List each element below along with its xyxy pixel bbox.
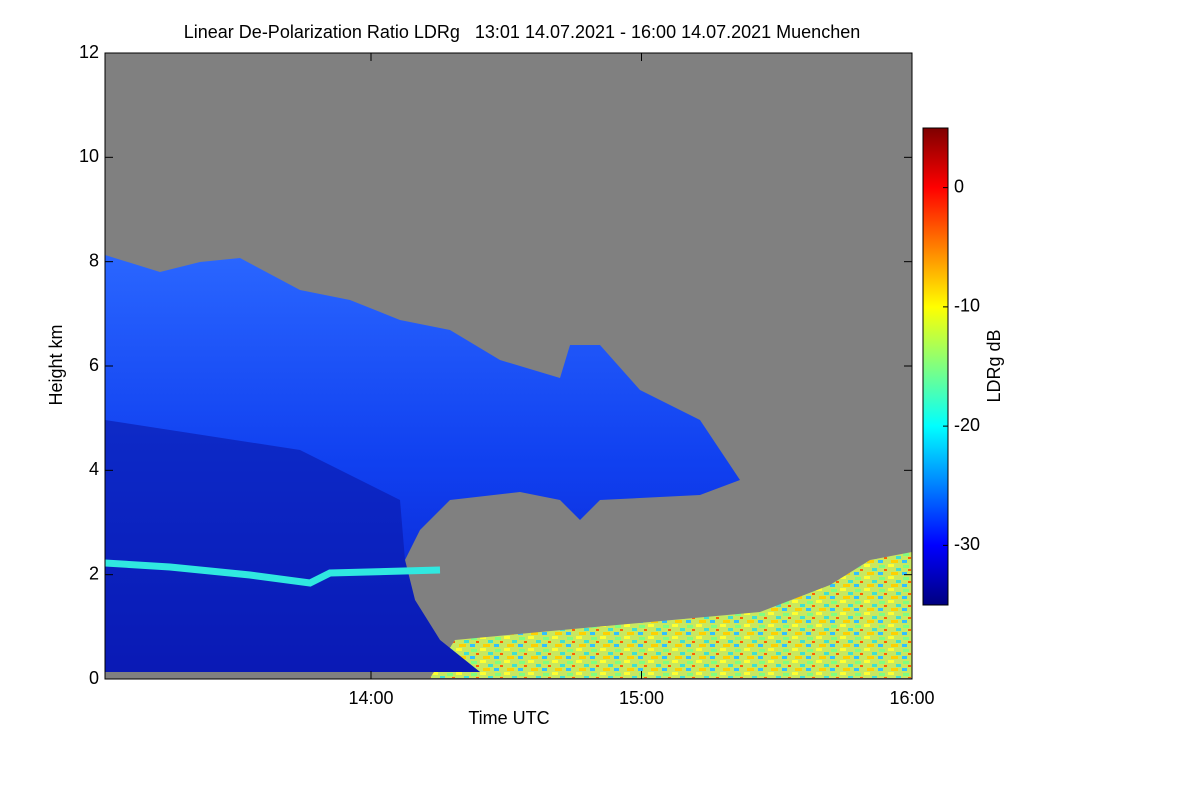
x-axis-label: Time UTC [468,708,549,728]
y-tick-label: 2 [89,563,99,583]
y-tick-label: 0 [89,668,99,688]
colorbar-tick-label: -20 [954,415,980,435]
y-tick-label: 4 [89,459,99,479]
chart-title: Linear De-Polarization Ratio LDRg 13:01 … [184,22,860,42]
y-tick-label: 8 [89,250,99,270]
y-tick-label: 10 [79,146,99,166]
colorbar-tick-label: 0 [954,176,964,196]
x-tick-label: 14:00 [348,688,393,708]
colorbar-tick-label: -10 [954,296,980,316]
x-tick-label: 16:00 [889,688,934,708]
echo-region [104,559,441,587]
lidar-field [104,53,912,679]
y-tick-label: 12 [79,42,99,62]
colorbar-tick-label: -30 [954,534,980,554]
colorbar-label: LDRg dB [984,329,1004,402]
y-tick-label: 6 [89,355,99,375]
echo-region [105,420,480,672]
echo-region [430,552,912,678]
x-tick-label: 15:00 [619,688,664,708]
y-axis-label: Height km [46,324,66,405]
colorbar [922,127,949,606]
